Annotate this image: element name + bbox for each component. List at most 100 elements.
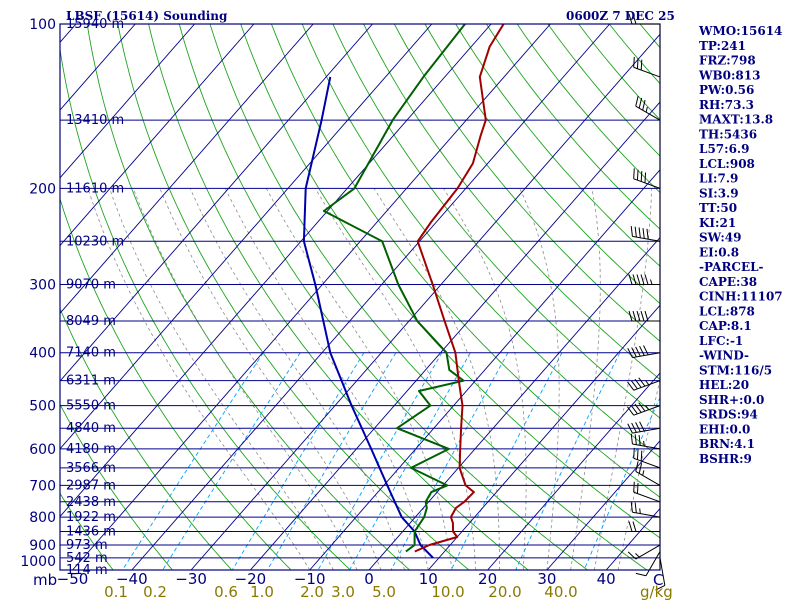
height-label: 1436 m (66, 524, 116, 539)
index-entry: SI:3.9 (699, 186, 739, 200)
mixing-ratio-unit-label: g/kg (640, 583, 673, 600)
index-entry: WB0:813 (698, 68, 760, 82)
height-label: 114 m (66, 563, 108, 578)
pressure-tick-label: 700 (29, 478, 56, 494)
wind-barb-staff (635, 544, 661, 560)
wind-barb-staff (632, 511, 661, 518)
wind-barb-staff (633, 491, 661, 503)
wind-barb (627, 421, 661, 434)
wind-barb-half-flag (639, 508, 641, 514)
index-entry: CAP:8.1 (699, 319, 752, 333)
wind-barb-staff (633, 405, 661, 416)
wind-barb-flag (632, 521, 637, 532)
wind-barb-flag (628, 13, 633, 25)
index-entry: CAPE:38 (699, 275, 757, 289)
wind-barb-staff (635, 470, 661, 486)
chart-title: LBSF (15614) Sounding (66, 9, 228, 23)
wind-barb (633, 481, 661, 503)
wind-barb-flag (630, 433, 633, 445)
moist-adiabat (224, 188, 429, 570)
wind-barb-flag (639, 421, 645, 432)
pressure-tick-label: 900 (29, 538, 56, 554)
isotherm (309, 169, 660, 570)
wind-barb-flag (638, 463, 643, 474)
wind-barb-flag (640, 310, 645, 322)
index-entry: LFC:-1 (699, 334, 743, 348)
wind-barb-flag (635, 346, 641, 357)
index-entry: EI:0.8 (699, 245, 739, 259)
wind-barb (627, 544, 661, 560)
wind-barb-staff (633, 178, 661, 189)
pressure-tick-label: 200 (29, 181, 56, 197)
wind-barb-flag (635, 95, 639, 107)
wind-barb-flag (632, 13, 637, 25)
index-entry: LCL:908 (699, 157, 755, 171)
index-entry: BRN:4.1 (699, 437, 755, 451)
wind-barb-flag (627, 381, 635, 391)
wind-barb-flag (636, 310, 641, 322)
height-label: 8049 m (66, 314, 116, 329)
dewpoint-trace (322, 24, 466, 553)
wind-barb-flag (638, 227, 641, 238)
index-entry: MAXT:13.8 (699, 113, 773, 127)
index-entry: -WIND- (699, 349, 749, 363)
mixing-ratio-line (390, 352, 509, 570)
isotherm (427, 304, 660, 570)
height-label: 4180 m (66, 442, 116, 457)
wind-barb-flag (635, 422, 641, 432)
wind-barb-flag (635, 572, 647, 577)
wind-barb-flag (646, 228, 649, 240)
wind-barb-flag (635, 461, 639, 472)
wind-barb-flag (627, 423, 633, 434)
mixing-ratio-line (583, 396, 660, 570)
temperature-trace (414, 24, 505, 553)
isotherm (190, 33, 660, 570)
index-entry: SRDS:94 (699, 408, 758, 422)
wind-barb (627, 402, 661, 416)
isotherm (60, 24, 433, 450)
wind-barb-flag (630, 405, 638, 415)
wind-barb-half-flag (645, 380, 650, 386)
wind-barb-flag (640, 274, 645, 285)
wind-barb-flag (627, 406, 635, 416)
mixing-ratio-label: 40.0 (544, 583, 577, 600)
wind-barb-flag (633, 481, 635, 493)
wind-barbs (627, 13, 666, 591)
index-entry: -PARCEL- (699, 260, 764, 274)
pressure-tick-label: 400 (29, 346, 56, 362)
wind-barb (630, 225, 661, 242)
isotherm (72, 24, 551, 570)
wind-barb-flag (638, 377, 646, 387)
wind-barb-flag (627, 551, 637, 560)
wind-barb-flag (655, 584, 666, 591)
index-entry: SHR+:0.0 (699, 393, 764, 407)
wind-barb-flag (630, 501, 633, 513)
wind-barb-half-flag (635, 553, 640, 558)
wind-barb-flag (636, 169, 639, 181)
dry-adiabat (117, 24, 470, 570)
index-entry: SW:49 (699, 231, 741, 245)
temperature-tick-label: −10 (294, 570, 326, 588)
height-label: 2438 m (66, 495, 116, 510)
moist-adiabat (519, 188, 560, 570)
wind-barb-flag (644, 310, 649, 322)
wind-barb-flag (644, 274, 649, 285)
index-entry: BSHR:9 (699, 452, 752, 466)
wind-barb-flag (633, 168, 635, 179)
pressure-tick-label: 300 (29, 278, 56, 294)
wind-barb-flag (642, 228, 645, 239)
wind-barb-flag (634, 434, 637, 445)
wind-barb-flag (632, 310, 637, 322)
temperature-tick-label: 40 (597, 570, 616, 588)
wind-barb-flag (628, 521, 633, 532)
index-entry: STM:116/5 (699, 363, 772, 377)
wind-barb-flag (638, 402, 646, 412)
index-entry: EHI:0.0 (699, 422, 750, 436)
isotherm (60, 24, 314, 314)
wind-barb (628, 521, 660, 532)
temperature-tick-label: −40 (116, 570, 148, 588)
wind-barb (627, 345, 661, 359)
wind-barb-staff (633, 457, 661, 469)
height-label: 2987 m (66, 478, 116, 493)
